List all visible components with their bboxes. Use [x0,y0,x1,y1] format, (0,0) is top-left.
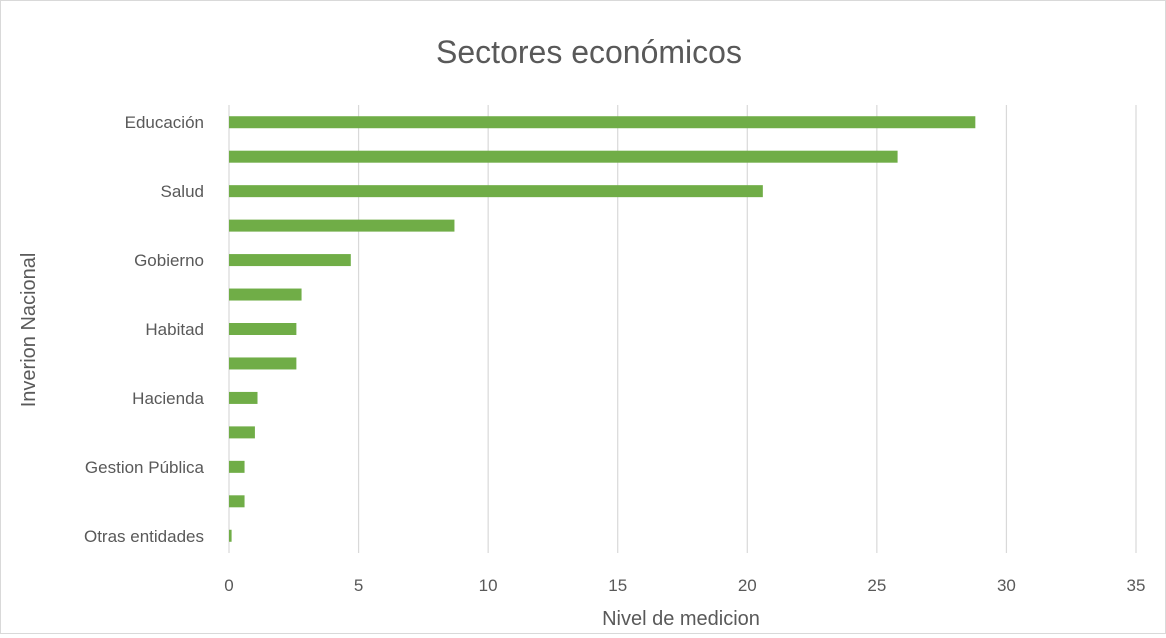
y-axis-label: Inverion Nacional [18,253,40,408]
bar [229,357,297,370]
bar [229,254,351,267]
bar [229,426,255,439]
bar [229,219,455,232]
category-labels: Educación Salud Gobierno Habitad Hacienda Ges… [84,113,205,546]
bar [229,116,976,129]
category-label: Educación [125,113,204,132]
x-tick-label: 30 [997,576,1016,595]
bar [229,529,232,542]
bar [229,460,245,473]
x-axis-label: Nivel de medicion [602,608,760,630]
category-label: Habitad [145,320,204,339]
x-tick-label: 15 [608,576,627,595]
x-tick-label: 0 [224,576,233,595]
x-tick-label: 20 [738,576,757,595]
category-label: Hacienda [132,389,204,408]
bars [229,116,976,542]
category-label: Gestion Pública [85,458,205,477]
gridlines [228,105,1137,553]
x-tick-label: 5 [354,576,363,595]
category-label: Gobierno [134,251,204,270]
bar [229,495,245,508]
x-tick-label: 10 [479,576,498,595]
x-tick-label: 35 [1127,576,1146,595]
bar [229,150,898,163]
bar [229,391,258,404]
bar [229,185,763,198]
category-label: Otras entidades [84,527,204,546]
bar [229,288,302,301]
category-label: Salud [161,182,204,201]
bar [229,323,297,335]
x-tick-label: 25 [867,576,886,595]
chart-title: Sectores económicos [436,34,742,70]
x-tick-labels: 0 5 10 15 20 25 30 35 [224,576,1145,595]
